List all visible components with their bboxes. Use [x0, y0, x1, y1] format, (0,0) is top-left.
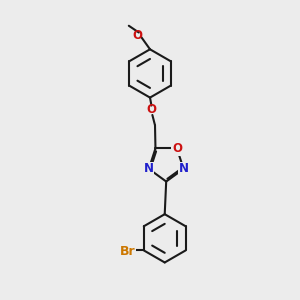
Text: O: O	[132, 29, 142, 42]
Text: O: O	[146, 103, 157, 116]
Text: N: N	[178, 162, 189, 176]
Text: N: N	[144, 162, 154, 176]
Text: O: O	[172, 142, 182, 155]
Text: Br: Br	[120, 245, 135, 258]
